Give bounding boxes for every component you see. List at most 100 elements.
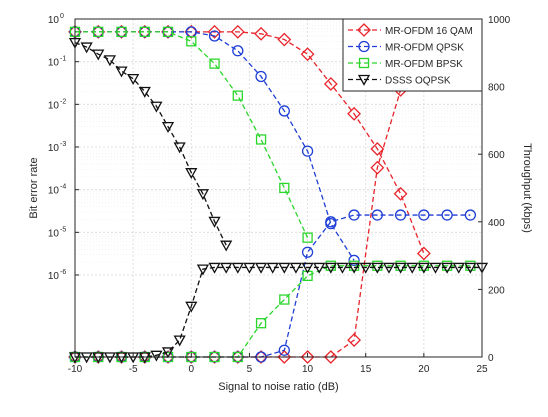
data-point-triangle xyxy=(406,262,419,274)
throughput-curve xyxy=(75,266,482,358)
x-tick-label: 25 xyxy=(476,364,488,375)
data-point-triangle xyxy=(80,42,93,54)
data-point-diamond xyxy=(207,24,222,39)
data-point-triangle xyxy=(266,262,279,274)
data-point-circle xyxy=(278,344,290,356)
data-point-circle xyxy=(358,40,370,53)
legend-label: MR-OFDM QPSK xyxy=(385,43,464,54)
legend-label: MR-OFDM 16 QAM xyxy=(385,26,473,37)
y-left-tick-exponent: -6 xyxy=(60,269,66,276)
data-point-square xyxy=(162,26,174,37)
y-left-tick-exponent: -4 xyxy=(60,184,66,191)
data-point-triangle xyxy=(196,189,210,201)
data-point-diamond xyxy=(300,350,315,364)
data-point-diamond xyxy=(277,32,292,47)
data-point-triangle xyxy=(382,262,396,274)
legend: MR-OFDM 16 QAM MR-OFDM QPSK MR-OFDM BPSK DS… xyxy=(342,18,483,92)
x-tick-label: -10 xyxy=(68,364,83,375)
data-point-circle xyxy=(348,254,360,267)
data-point-square xyxy=(302,232,313,243)
data-point-circle xyxy=(301,145,314,157)
data-point-triangle xyxy=(161,347,175,359)
data-point-triangle xyxy=(138,86,151,98)
data-point-triangle xyxy=(464,262,477,274)
y-left-tick-label: 10 xyxy=(48,143,60,154)
y-right-tick-label: 600 xyxy=(488,150,505,161)
data-point-triangle xyxy=(208,262,221,274)
data-point-triangle xyxy=(301,262,314,274)
data-point-triangle xyxy=(394,262,407,274)
data-point-triangle xyxy=(243,262,256,274)
data-point-triangle xyxy=(208,216,221,228)
data-point-square xyxy=(255,318,267,329)
data-point-square xyxy=(139,26,150,37)
data-point-diamond xyxy=(416,246,431,261)
y-right-tick-label: 0 xyxy=(488,353,494,364)
data-point-square xyxy=(232,90,243,101)
data-point-triangle xyxy=(231,262,244,274)
data-point-triangle xyxy=(324,262,337,274)
data-point-square xyxy=(209,58,220,69)
y-left-tick-exponent: -2 xyxy=(60,98,66,105)
x-tick-label: 0 xyxy=(189,364,195,375)
data-point-triangle xyxy=(220,262,233,274)
data-point-circle xyxy=(301,246,314,258)
x-tick-label: 5 xyxy=(247,364,253,375)
data-point-circle xyxy=(278,105,290,117)
data-point-triangle xyxy=(289,262,303,274)
data-point-triangle xyxy=(92,49,105,61)
x-tick-label: 15 xyxy=(360,364,372,375)
y-left-tick-exponent: 0 xyxy=(60,13,64,20)
data-point-diamond xyxy=(230,24,245,39)
data-point-circle xyxy=(371,209,383,221)
data-point-square xyxy=(395,260,406,271)
y-left-tick-label: 10 xyxy=(48,271,60,282)
data-point-triangle xyxy=(185,301,198,313)
y-left-tick-exponent: -3 xyxy=(60,141,66,148)
legend-label: DSSS OQPSK xyxy=(385,76,451,87)
ber-curve xyxy=(75,31,355,261)
data-point-diamond xyxy=(357,23,371,37)
y-right-tick-label: 1000 xyxy=(488,15,511,26)
legend-entry: MR-OFDM QPSK xyxy=(348,40,464,54)
data-point-triangle xyxy=(150,101,163,113)
data-point-triangle xyxy=(103,55,116,67)
y-right-tick-label: 400 xyxy=(488,218,505,229)
data-point-triangle xyxy=(220,240,233,252)
data-point-triangle xyxy=(359,262,372,274)
y-axis-left-label: Bit error rate xyxy=(28,157,40,218)
data-point-triangle xyxy=(161,121,175,133)
legend-entry: MR-OFDM 16 QAM xyxy=(348,23,473,37)
plot-frame xyxy=(74,18,483,358)
data-point-circle xyxy=(208,30,221,42)
data-point-triangle xyxy=(441,262,454,274)
x-tick-label: 20 xyxy=(418,364,430,375)
y-left-tick-label: 10 xyxy=(48,186,60,197)
data-point-square xyxy=(255,134,267,145)
data-point-square xyxy=(358,57,370,69)
data-point-square xyxy=(279,182,290,194)
y-right-tick-label: 800 xyxy=(488,83,505,94)
data-point-square xyxy=(279,294,290,305)
data-point-circle xyxy=(348,209,360,221)
y-left-tick-exponent: -5 xyxy=(60,226,66,233)
data-point-circle xyxy=(418,209,430,221)
data-point-diamond xyxy=(370,160,385,175)
ber-curve xyxy=(75,31,309,238)
data-point-triangle xyxy=(150,350,163,362)
ber-curve xyxy=(74,41,227,246)
y-axis-right-label: Throughput (kbps) xyxy=(521,143,533,233)
data-point-diamond xyxy=(347,106,362,121)
data-point-triangle xyxy=(429,262,442,274)
data-point-square xyxy=(418,260,430,271)
data-point-triangle xyxy=(185,168,198,180)
data-point-square xyxy=(325,260,336,271)
y-left-tick-exponent: -1 xyxy=(60,56,66,63)
data-point-square xyxy=(93,26,104,37)
data-point-diamond xyxy=(370,142,385,156)
data-point-triangle xyxy=(196,264,210,276)
data-point-triangle xyxy=(173,142,186,154)
legend-entry: DSSS OQPSK xyxy=(348,74,451,87)
legend-label: MR-OFDM BPSK xyxy=(385,59,463,70)
